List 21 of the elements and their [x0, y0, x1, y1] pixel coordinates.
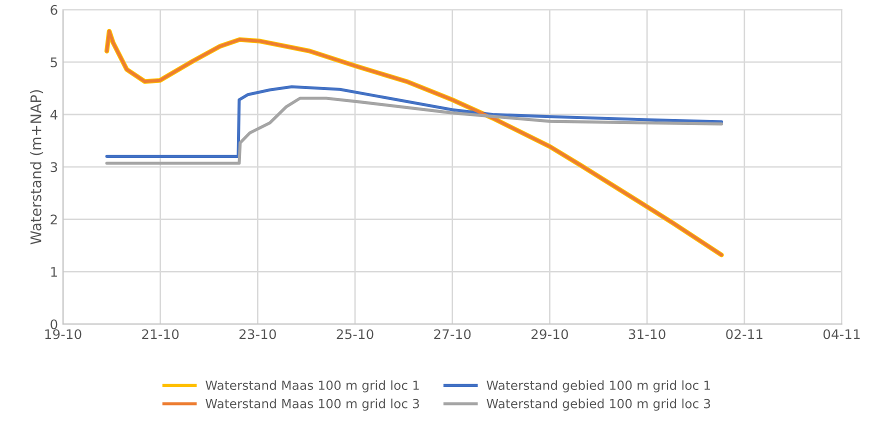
x-tick-label: 21-10 — [142, 329, 179, 340]
x-tick-label: 25-10 — [336, 329, 374, 340]
legend-label: Waterstand gebied 100 m grid loc 3 — [486, 398, 710, 411]
x-tick-label: 19-10 — [45, 329, 82, 340]
x-tick-label: 31-10 — [628, 329, 666, 340]
y-axis-title: Waterstand (m+NAP) — [30, 90, 44, 244]
legend-label: Waterstand gebied 100 m grid loc 1 — [486, 380, 710, 392]
legend-label: Waterstand Maas 100 m grid loc 1 — [206, 380, 419, 392]
legend-label: Waterstand Maas 100 m grid loc 3 — [206, 398, 419, 411]
x-tick-label: 02-11 — [726, 329, 762, 340]
y-tick-label: 1 — [51, 267, 57, 277]
x-tick-label: 27-10 — [434, 329, 471, 340]
x-tick-label: 04-11 — [823, 329, 860, 340]
y-tick-label: 6 — [50, 4, 58, 15]
x-tick-label: 23-10 — [239, 329, 276, 340]
y-tick-label: 4 — [50, 110, 58, 120]
y-tick-label: 2 — [50, 214, 57, 224]
y-tick-label: 5 — [50, 58, 57, 68]
y-tick-label: 0 — [50, 319, 58, 330]
x-tick-label: 29-10 — [532, 329, 568, 340]
y-tick-label: 3 — [50, 162, 58, 172]
